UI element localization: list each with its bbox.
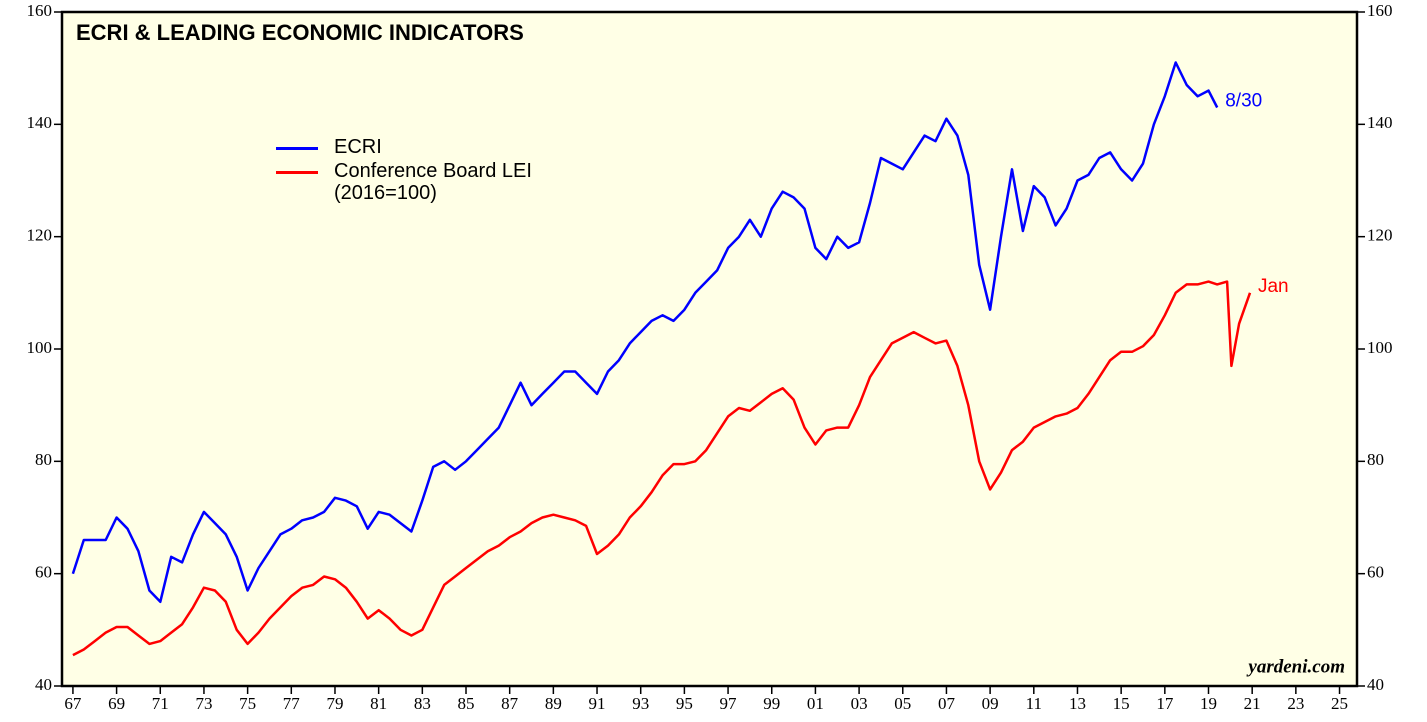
x-tick-label: 15	[1113, 694, 1130, 713]
x-tick-label: 75	[239, 694, 256, 713]
y-tick-label: 80	[35, 450, 52, 469]
x-tick-label: 71	[152, 694, 169, 713]
x-tick-label: 89	[545, 694, 562, 713]
x-tick-label: 69	[108, 694, 125, 713]
x-tick-label: 91	[589, 694, 606, 713]
x-tick-label: 07	[938, 694, 956, 713]
x-tick-label: 79	[326, 694, 343, 713]
x-tick-label: 77	[283, 694, 301, 713]
legend: ECRI Conference Board LEI (2016=100)	[276, 136, 584, 206]
y2-tick-label: 60	[1367, 563, 1384, 582]
x-tick-label: 25	[1331, 694, 1348, 713]
y2-tick-label: 120	[1367, 226, 1393, 245]
x-tick-label: 13	[1069, 694, 1086, 713]
source: yardeni.com	[1246, 656, 1345, 677]
y-tick-label: 40	[35, 675, 52, 694]
x-tick-label: 09	[982, 694, 999, 713]
legend-entry: Conference Board LEI (2016=100)	[276, 160, 584, 204]
end-label: 8/30	[1225, 90, 1262, 111]
plot-frame	[60, 10, 1359, 688]
x-tick-label: 83	[414, 694, 431, 713]
x-tick-label: 81	[370, 694, 387, 713]
y2-tick-label: 140	[1367, 113, 1393, 132]
y-tick-label: 100	[27, 338, 53, 357]
x-tick-label: 85	[458, 694, 475, 713]
x-tick-label: 99	[763, 694, 780, 713]
legend-entry: ECRI	[276, 136, 584, 158]
y-tick-label: 120	[27, 226, 53, 245]
x-tick-label: 01	[807, 694, 824, 713]
y2-tick-label: 80	[1367, 450, 1384, 469]
x-tick-label: 11	[1026, 694, 1042, 713]
x-tick-label: 21	[1244, 694, 1261, 713]
y-tick-label: 60	[35, 563, 52, 582]
x-tick-label: 17	[1156, 694, 1174, 713]
chart-title: ECRI & LEADING ECONOMIC INDICATORS	[76, 20, 524, 45]
legend-label: ECRI	[334, 136, 382, 158]
y-tick-label: 160	[27, 1, 53, 20]
series-line	[72, 280, 1252, 657]
x-tick-label: 19	[1200, 694, 1217, 713]
y-tick-label: 140	[27, 113, 53, 132]
x-tick-label: 95	[676, 694, 693, 713]
x-tick-label: 67	[64, 694, 82, 713]
x-tick-label: 87	[501, 694, 519, 713]
x-tick-label: 93	[632, 694, 649, 713]
x-tick-label: 05	[894, 694, 911, 713]
x-tick-label: 73	[195, 694, 212, 713]
plot-background	[62, 12, 1357, 686]
legend-label: Conference Board LEI (2016=100)	[334, 160, 532, 204]
y2-tick-label: 160	[1367, 1, 1393, 20]
series-line	[71, 61, 1219, 604]
y2-tick-label: 100	[1367, 338, 1393, 357]
end-label: Jan	[1258, 276, 1289, 297]
x-tick-label: 97	[720, 694, 738, 713]
x-tick-label: 03	[851, 694, 868, 713]
x-tick-label: 23	[1287, 694, 1304, 713]
y2-tick-label: 40	[1367, 675, 1384, 694]
legend-swatch	[276, 147, 318, 150]
legend-swatch	[276, 171, 318, 174]
